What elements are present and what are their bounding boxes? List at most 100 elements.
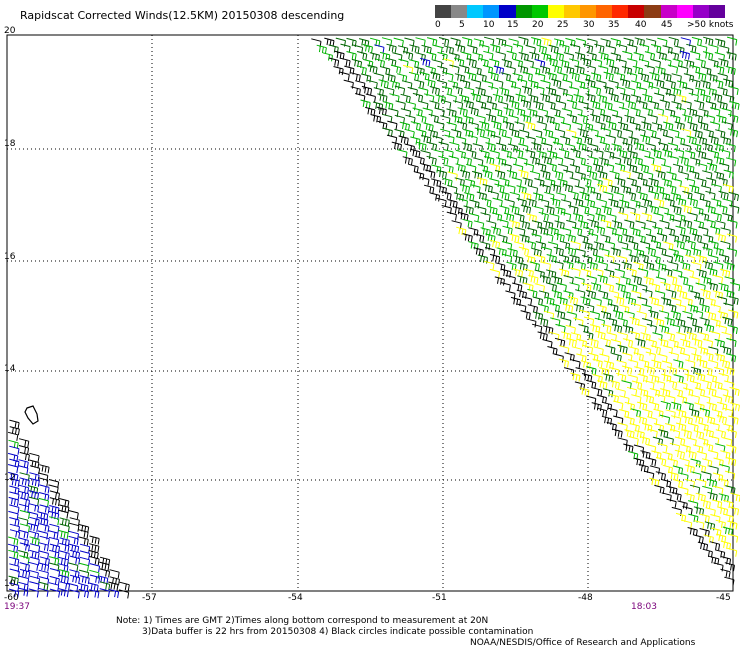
wind-barb [630, 184, 642, 194]
wind-barb [590, 191, 602, 201]
wind-barb [611, 114, 623, 124]
wind-barb [720, 568, 731, 578]
wind-barb [79, 543, 91, 553]
wind-barb [592, 358, 603, 368]
wind-barb [59, 517, 70, 527]
wind-barb [534, 269, 545, 279]
wind-barb [546, 282, 557, 292]
wind-barb [627, 283, 638, 293]
wind-barb [563, 169, 574, 179]
wind-barb [517, 156, 528, 166]
wind-barb [109, 576, 120, 586]
wind-barb [655, 66, 666, 76]
wind-barb [624, 114, 635, 124]
wind-barb [68, 510, 79, 520]
wind-barb [613, 415, 624, 425]
wind-barb [578, 324, 589, 334]
wind-barb [658, 338, 669, 348]
wind-barb [9, 445, 20, 455]
wind-barb [585, 64, 596, 74]
wind-barb [719, 162, 730, 172]
wind-barb [520, 310, 531, 320]
wind-barb [605, 45, 617, 55]
wind-barb [612, 428, 623, 438]
wind-barb [701, 379, 712, 389]
wind-barb [670, 323, 681, 333]
wind-barb [408, 59, 420, 69]
wind-barb [488, 190, 499, 200]
wind-barb [616, 226, 628, 236]
wind-barb [88, 582, 99, 592]
wind-barb [449, 64, 460, 74]
wind-barb [578, 101, 589, 111]
wind-barb [446, 108, 457, 118]
wind-barb [579, 191, 590, 201]
wind-barb [18, 459, 29, 469]
wind-barb [584, 303, 595, 313]
wind-barb [655, 170, 666, 180]
wind-barb [614, 268, 625, 278]
wind-barb [695, 492, 706, 502]
wind-barb [548, 136, 560, 146]
wind-barb [675, 197, 687, 207]
legend-swatch-8 [563, 5, 580, 18]
wind-barb [645, 142, 656, 152]
wind-barb [645, 351, 656, 361]
wind-barb [562, 303, 574, 313]
wind-barb [708, 555, 720, 565]
wind-barb [660, 400, 671, 410]
wind-barb [490, 226, 502, 236]
wind-barb [723, 169, 734, 179]
wind-barb [643, 394, 655, 404]
wind-barb [513, 241, 525, 251]
wind-barb [564, 65, 575, 75]
legend-swatch-7 [547, 5, 564, 18]
wind-barb [707, 282, 718, 292]
wind-barb [509, 100, 520, 110]
wind-barb [690, 157, 701, 167]
wind-barb [659, 192, 671, 202]
wind-barb [29, 459, 40, 469]
wind-barb [78, 588, 89, 598]
wind-barb [506, 50, 517, 60]
wind-barb [629, 331, 641, 341]
wind-barb [596, 94, 608, 104]
wind-barb [426, 37, 438, 47]
wind-barb [583, 331, 594, 341]
wind-barb [488, 85, 499, 95]
wind-barb [616, 359, 627, 369]
wind-barb [416, 114, 427, 124]
wind-barb [631, 290, 642, 300]
wind-barb [724, 261, 735, 271]
wind-barb [686, 316, 698, 326]
wind-barb [557, 72, 568, 82]
wind-barb [602, 101, 613, 111]
wind-barb [367, 79, 378, 89]
wind-barb [361, 85, 373, 95]
wind-barb [436, 169, 447, 179]
wind-barb [670, 310, 681, 320]
wind-barb [9, 504, 20, 514]
wind-barb [661, 164, 672, 174]
wind-barb [38, 569, 49, 579]
wind-barb [420, 57, 431, 67]
lat-label-14: 14 [4, 364, 16, 374]
wind-barb [18, 529, 29, 539]
wind-barb [541, 246, 552, 256]
legend-swatch-9 [579, 5, 597, 18]
wind-barb [421, 44, 432, 54]
wind-barb [108, 581, 119, 591]
wind-barb [680, 444, 691, 454]
wind-barb [580, 360, 592, 370]
wind-barb [660, 388, 671, 398]
wind-barb [535, 241, 546, 251]
wind-barb [611, 352, 622, 362]
wind-barb [464, 192, 475, 202]
wind-barb [670, 87, 682, 97]
wind-barb [574, 65, 585, 75]
wind-barb [558, 268, 570, 278]
wind-barb [457, 107, 468, 117]
wind-barb [582, 148, 593, 158]
wind-barb [673, 359, 684, 369]
wind-barb [678, 275, 689, 285]
